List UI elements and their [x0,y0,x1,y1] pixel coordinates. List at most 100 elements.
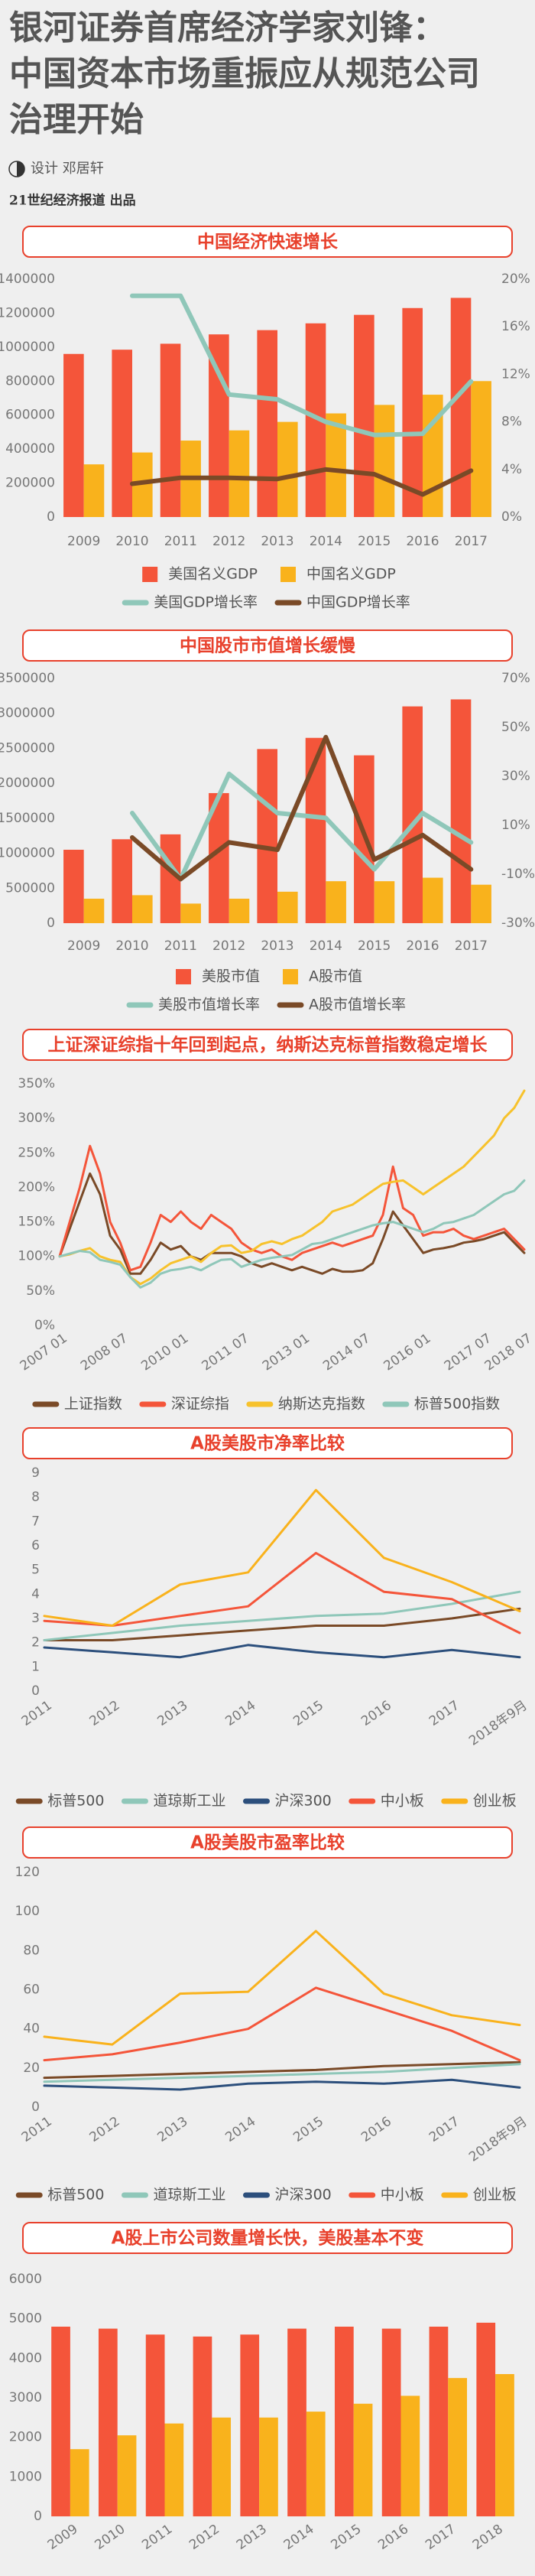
legend-label: 纳斯达克指数 [278,1396,365,1413]
line [58,1089,526,1286]
x-tick-label: 2011 [164,938,197,954]
legend-label: 美国名义GDP [168,566,258,583]
line [43,1590,521,1641]
bar [353,2403,373,2516]
line [43,1488,521,1627]
y-tick-label: 0% [34,1318,55,1333]
y-tick-label: 300% [18,1111,55,1126]
y2-tick-label: -30% [501,916,535,931]
title-banner [22,226,513,258]
y-tick-label: 100% [18,1249,55,1264]
legend-label: 中小板 [381,2187,424,2204]
bar [257,330,277,517]
line [43,1607,521,1641]
legend-label: 中小板 [381,1793,424,1810]
x-tick-label: 2015 [358,938,391,954]
bar [326,881,346,923]
chart-title: 上证深证综指十年回到起点，纳斯达克标普指数稳定增长 [48,1035,488,1055]
y-tick-label: 4000 [9,2350,42,2366]
line [43,1986,521,2062]
y-tick-label: 600000 [5,408,55,423]
legend-label: 美国GDP增长率 [154,594,258,611]
bar [160,343,181,517]
bar [334,2327,354,2516]
y-tick-label: 2000000 [0,776,55,791]
y-tick-label: 3 [31,1611,40,1626]
y-tick-label: 1000 [9,2469,42,2484]
bar [98,2328,118,2516]
icon [8,161,25,177]
headline: 治理开始 [9,100,144,139]
title-banner [22,1029,513,1061]
y-tick-label: 8 [31,1490,40,1505]
x-tick-label: 2011 [164,534,197,549]
x-tick-label: 2017 [455,534,488,549]
legend-label: 沪深300 [274,2187,331,2204]
legend-label: 标普500 [47,2187,104,2204]
line [43,2060,521,2080]
x-tick-label: 2014 [310,534,342,549]
y-tick-label: 40 [23,2021,40,2037]
bar [145,2334,165,2516]
y2-tick-label: 20% [501,272,530,287]
y-tick-label: 6 [31,1538,40,1553]
y-tick-label: 100 [15,1904,40,1919]
x-tick-label: 2009 [67,534,100,549]
y-tick-label: 200000 [5,476,55,491]
y-tick-label: 0 [47,916,55,931]
legend-label: 深证综指 [171,1396,229,1413]
y-tick-label: 4 [31,1586,40,1602]
legend-marker [283,969,299,984]
y-tick-label: 80 [23,1943,40,1958]
legend-label: 道琼斯工业 [153,1793,225,1810]
y-tick-label: 2500000 [0,740,55,756]
legend-marker [175,969,191,984]
headline: 中国资本市场重振应从规范公司 [9,54,480,93]
legend-marker [280,567,296,582]
bar [305,737,326,923]
y-tick-label: 350% [18,1076,55,1091]
chart-title: 中国经济快速增长 [197,232,339,252]
legend-label: 中国名义GDP [306,566,396,583]
y2-tick-label: 12% [501,366,530,382]
line [58,1172,526,1275]
y-tick-label: 1 [31,1659,40,1674]
y-tick-label: 20 [23,2060,40,2076]
y-tick-label: 500000 [5,880,55,896]
y-tick-label: 2000 [9,2430,42,2445]
bar [63,353,84,517]
bar [180,903,201,923]
bar [423,877,443,923]
y-tick-label: 1500000 [0,811,55,826]
y-tick-label: 3000000 [0,706,55,721]
legend-label: 道琼斯工业 [153,2187,225,2204]
legend-label: 沪深300 [274,1793,331,1810]
x-tick-label: 2012 [212,534,245,549]
y-tick-label: 6000 [9,2272,42,2287]
y2-tick-label: 8% [501,415,522,430]
bar [471,884,491,923]
bar [277,421,298,517]
bar [287,2328,306,2516]
bar [429,2327,449,2516]
y-tick-label: 1400000 [0,272,55,287]
legend-label: 中国GDP增长率 [306,594,410,611]
y-tick-label: 5 [31,1563,40,1578]
y-tick-label: 150% [18,1215,55,1230]
bar [277,891,298,923]
chart-title: A股美股市净率比较 [190,1433,345,1454]
y-tick-label: 120 [15,1865,40,1880]
y-tick-label: 2 [31,1635,40,1651]
bar [132,895,153,923]
line [43,1552,521,1634]
y2-tick-label: 50% [501,720,530,735]
bar [229,899,250,923]
y-tick-label: 7 [31,1514,40,1529]
line [43,2063,521,2083]
icon [17,161,24,177]
y2-tick-label: 16% [501,319,530,334]
line [130,771,474,882]
x-tick-label: 2013 [261,938,293,954]
bar [471,381,491,517]
bar [448,2378,468,2516]
